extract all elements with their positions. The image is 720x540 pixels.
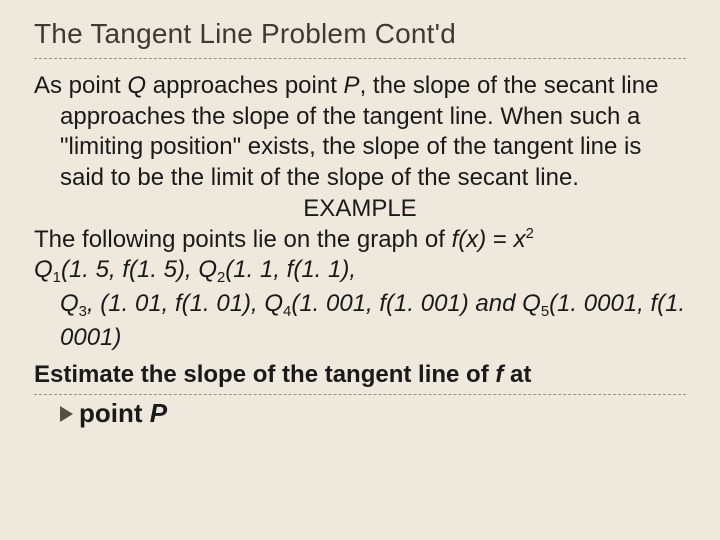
text: The following points lie on the graph of (34, 226, 452, 253)
slide-body: As point Q approaches point P, the slope… (34, 69, 686, 431)
var-q2: Q (198, 256, 217, 283)
points-line-2: Q3, (1. 01, f(1. 01), Q4(1. 001, f(1. 00… (34, 289, 686, 354)
text: at (503, 361, 531, 388)
slide: The Tangent Line Problem Cont'd As point… (0, 0, 720, 540)
sub-3: 3 (79, 304, 87, 320)
final-line: point P (34, 397, 686, 430)
intro-paragraph: As point Q approaches point P, the slope… (34, 71, 686, 194)
text: As point (34, 72, 127, 99)
var-q3: Q (60, 290, 79, 317)
text: approaches point (146, 72, 343, 99)
text: point (79, 397, 143, 430)
sub-1: 1 (53, 270, 61, 286)
text: Estimate the slope of the tangent line o… (34, 361, 495, 388)
var-q4: Q (264, 290, 283, 317)
sub-5: 5 (541, 304, 549, 320)
var-q1: Q (34, 256, 53, 283)
sub-2: 2 (217, 270, 225, 286)
var-q5: Q (522, 290, 541, 317)
text: = (486, 226, 513, 253)
text: , (1. 01, f(1. 01), (87, 290, 264, 317)
following-paragraph: The following points lie on the graph of… (34, 225, 686, 256)
fx: f(x) (452, 226, 487, 253)
bottom-divider (34, 394, 686, 395)
estimate-line: Estimate the slope of the tangent line o… (34, 360, 686, 391)
title-divider (34, 58, 686, 59)
bullet-triangle-icon (60, 406, 73, 422)
text: (1. 001, f(1. 001) and (291, 290, 522, 317)
var-x: x (514, 226, 526, 253)
sub-4: 4 (283, 304, 291, 320)
text: (1. 5, f(1. 5), (61, 256, 198, 283)
slide-title: The Tangent Line Problem Cont'd (34, 18, 686, 58)
exp-2: 2 (526, 226, 534, 242)
var-q: Q (127, 72, 146, 99)
var-p-final: P (150, 397, 167, 430)
var-p: P (344, 72, 360, 99)
example-label: EXAMPLE (34, 194, 686, 225)
points-line-1: Q1(1. 5, f(1. 5), Q2(1. 1, f(1. 1), (34, 255, 686, 289)
text: (1. 1, f(1. 1), (225, 256, 356, 283)
